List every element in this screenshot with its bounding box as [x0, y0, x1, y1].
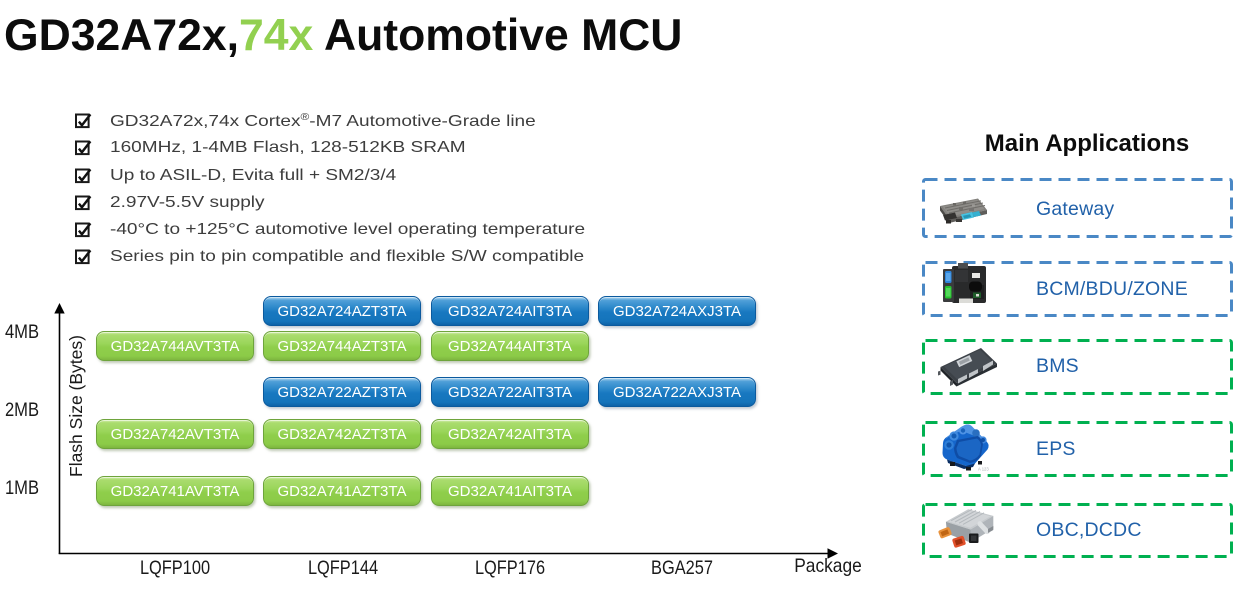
- svg-text:A 123: A 123: [978, 467, 989, 472]
- svg-text:Flash Size (Bytes): Flash Size (Bytes): [66, 335, 86, 477]
